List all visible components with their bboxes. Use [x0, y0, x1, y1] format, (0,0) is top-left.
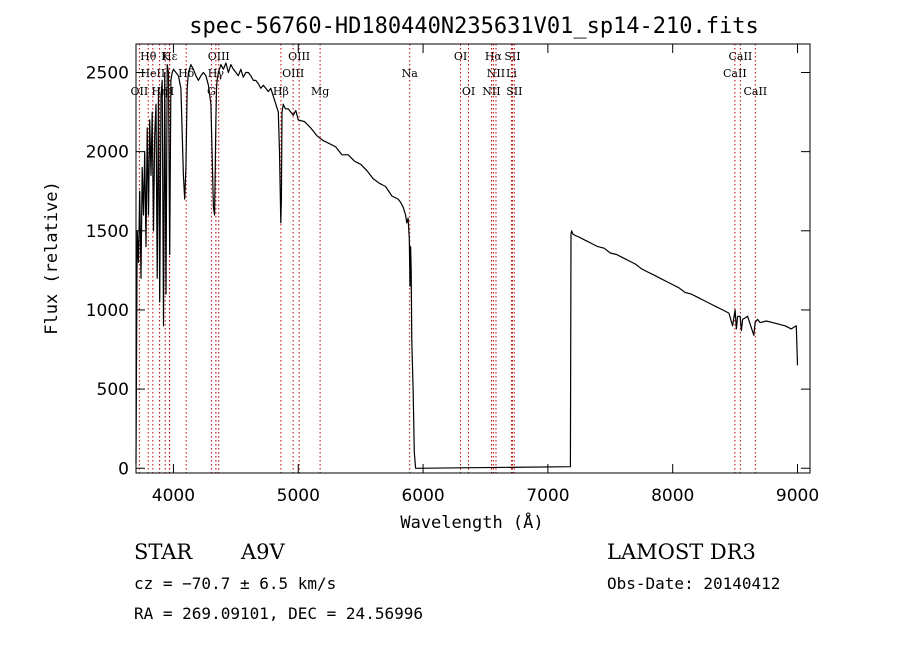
obs-date: Obs-Date: 20140412: [607, 574, 781, 593]
plot-frame: [135, 43, 811, 474]
line-marker-label: CaII: [723, 67, 747, 80]
line-marker-label: CaII: [743, 85, 767, 98]
line-marker-label: OI: [462, 85, 475, 98]
line-marker-label: Hα: [485, 50, 503, 63]
y-tick-label: 0: [118, 459, 129, 479]
line-marker-label: NII: [487, 67, 505, 80]
x-tick-label: 8000: [651, 486, 694, 506]
line-marker-label: OIII: [208, 50, 230, 63]
coordinates: RA = 269.09101, DEC = 24.56996: [134, 604, 423, 623]
chart-title: spec-56760-HD180440N235631V01_sp14-210.f…: [189, 14, 759, 39]
line-marker-label: Mg: [311, 85, 329, 98]
line-marker-label: OIII: [282, 67, 304, 80]
x-tick-label: 9000: [776, 486, 819, 506]
line-marker-label: Na: [402, 67, 419, 80]
y-tick-label: 2000: [86, 143, 129, 163]
line-marker-label: SII: [506, 85, 522, 98]
line-marker-label: SII: [504, 50, 520, 63]
line-marker-label: Hδ: [178, 67, 195, 80]
spectrum-series: [135, 62, 799, 469]
x-axis-label: Wavelength (Å): [400, 511, 543, 533]
x-tick-label: 4000: [152, 486, 195, 506]
line-marker-label: NII: [482, 85, 500, 98]
x-tick-label: 5000: [277, 486, 320, 506]
y-tick-label: 1500: [86, 222, 129, 242]
object-subclass: A9V: [241, 540, 285, 564]
x-axis-ticks: 4000 5000 6000 7000 8000 9000: [152, 44, 819, 506]
y-axis-ticks: 0 500 1000 1500 2000 2500: [86, 63, 810, 479]
redshift-cz: cz = −70.7 ± 6.5 km/s: [134, 574, 337, 593]
line-marker-label: OII: [131, 85, 149, 98]
line-marker-label: OI: [454, 50, 467, 63]
line-marker-label: HeII: [140, 67, 165, 80]
y-axis-label: Flux (relative): [42, 181, 62, 335]
line-marker-label: K: [161, 50, 170, 63]
line-marker-label: CaII: [729, 50, 753, 63]
x-tick-label: 6000: [401, 486, 444, 506]
line-marker-label: H: [165, 85, 175, 98]
line-marker-label: Hβ: [273, 85, 289, 98]
y-tick-label: 2500: [86, 63, 129, 83]
y-tick-label: 500: [97, 380, 129, 400]
line-marker-label: G: [207, 85, 216, 98]
y-tick-label: 1000: [86, 301, 129, 321]
line-marker-label: Li: [506, 67, 517, 80]
line-marker-label: Hγ: [208, 67, 225, 80]
line-marker-label: OIII: [288, 50, 310, 63]
line-marker-label: Hθ: [140, 50, 157, 63]
survey-name: LAMOST DR3: [607, 540, 756, 564]
object-class: STAR: [134, 540, 193, 564]
x-tick-label: 7000: [526, 486, 569, 506]
line-marker-label: Hη: [151, 85, 167, 98]
spectrum-line: [135, 62, 799, 469]
